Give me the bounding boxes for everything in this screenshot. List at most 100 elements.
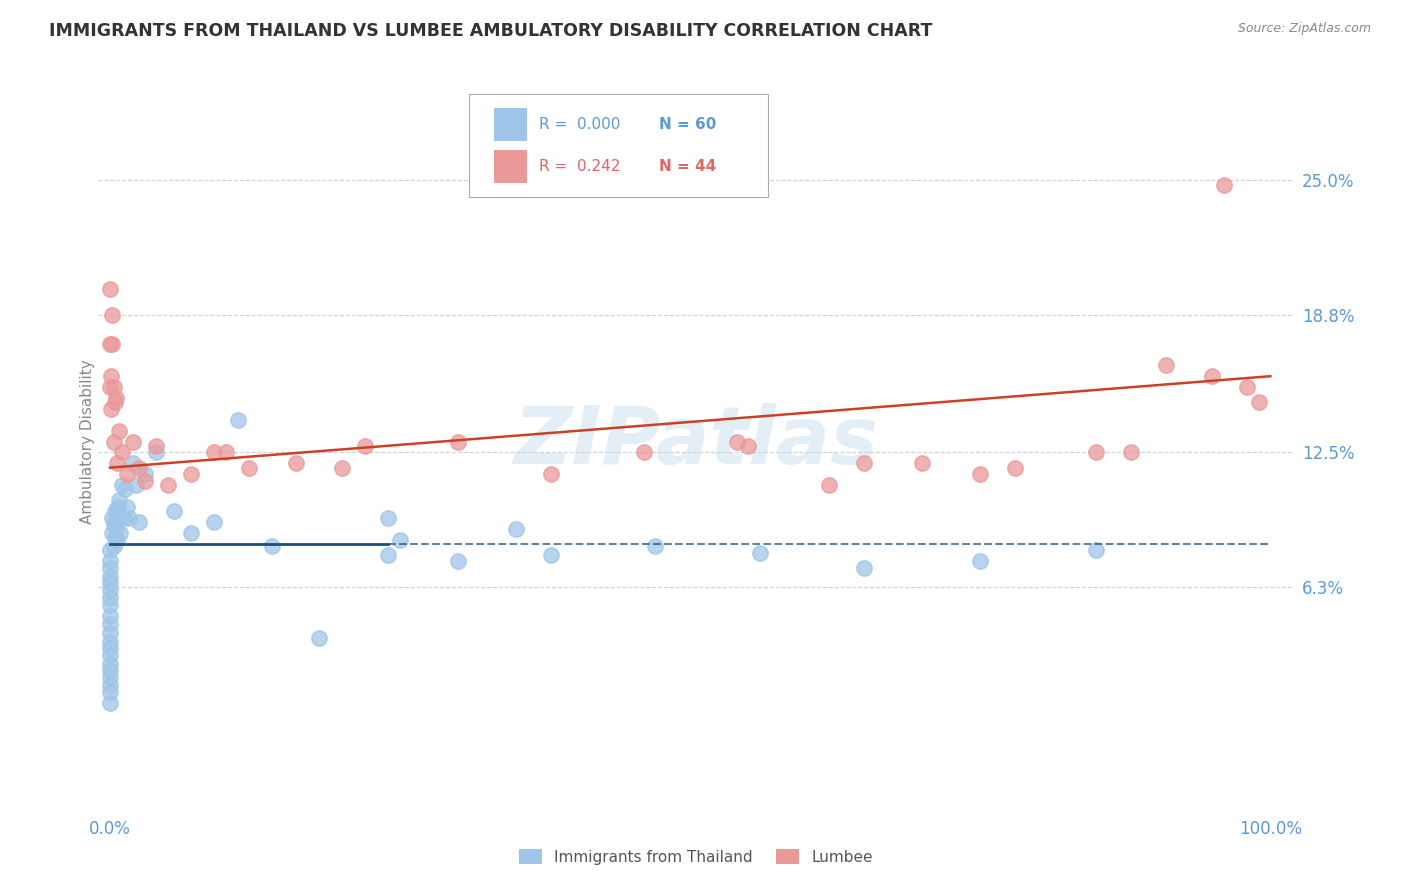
Point — [98, 282, 121, 296]
Point — [108, 493, 131, 508]
Point — [98, 561, 121, 575]
Point — [100, 369, 122, 384]
Point — [105, 502, 128, 516]
Point — [262, 539, 284, 553]
Point — [98, 554, 121, 568]
Point — [1004, 460, 1026, 475]
Point — [540, 467, 562, 482]
Point — [98, 543, 121, 558]
Point — [98, 670, 121, 684]
Point — [308, 631, 330, 645]
FancyBboxPatch shape — [470, 94, 768, 197]
Point — [389, 533, 412, 547]
Point — [112, 510, 135, 524]
Point — [101, 308, 124, 322]
Point — [215, 445, 238, 459]
Point — [105, 456, 128, 470]
Point — [114, 483, 136, 497]
Point — [98, 380, 121, 394]
Text: IMMIGRANTS FROM THAILAND VS LUMBEE AMBULATORY DISABILITY CORRELATION CHART: IMMIGRANTS FROM THAILAND VS LUMBEE AMBUL… — [49, 22, 932, 40]
Point — [540, 548, 562, 562]
Point — [163, 504, 186, 518]
Point — [103, 517, 125, 532]
Point — [157, 478, 180, 492]
Point — [103, 434, 125, 449]
Point — [103, 539, 125, 553]
Text: Source: ZipAtlas.com: Source: ZipAtlas.com — [1237, 22, 1371, 36]
Text: N = 60: N = 60 — [659, 117, 716, 132]
Point — [122, 434, 145, 449]
Point — [134, 467, 156, 482]
Point — [145, 439, 167, 453]
Y-axis label: Ambulatory Disability: Ambulatory Disability — [80, 359, 94, 524]
Point — [1119, 445, 1142, 459]
Point — [98, 696, 121, 710]
Point — [1201, 369, 1223, 384]
Point — [103, 380, 125, 394]
Point — [110, 526, 132, 541]
Point — [911, 456, 934, 470]
Point — [134, 474, 156, 488]
Text: ZIPatlas: ZIPatlas — [513, 402, 879, 481]
Point — [969, 554, 991, 568]
Point — [128, 515, 150, 529]
Point — [204, 445, 226, 459]
Point — [98, 608, 121, 623]
Point — [1085, 445, 1108, 459]
Point — [111, 478, 134, 492]
Point — [111, 445, 134, 459]
Point — [122, 456, 145, 470]
Point — [128, 460, 150, 475]
Point — [354, 439, 377, 453]
Point — [98, 617, 121, 632]
Point — [505, 522, 527, 536]
Point — [100, 401, 122, 416]
Point — [104, 515, 127, 529]
Point — [98, 663, 121, 677]
Point — [124, 478, 146, 492]
Point — [117, 510, 139, 524]
Text: R =  0.242: R = 0.242 — [540, 159, 621, 174]
Point — [377, 548, 399, 562]
Point — [98, 576, 121, 591]
Bar — [494, 150, 527, 183]
Point — [98, 685, 121, 699]
Point — [145, 445, 167, 459]
Point — [117, 467, 139, 482]
Point — [969, 467, 991, 482]
Point — [98, 657, 121, 671]
Point — [284, 456, 307, 470]
Point — [447, 554, 470, 568]
Point — [108, 424, 131, 438]
Point — [633, 445, 655, 459]
Point — [117, 500, 139, 514]
Point — [748, 545, 770, 560]
Bar — [494, 108, 527, 141]
Point — [238, 460, 260, 475]
Point — [104, 395, 127, 409]
Point — [853, 456, 876, 470]
Point — [98, 598, 121, 612]
Point — [1085, 543, 1108, 558]
Point — [98, 336, 121, 351]
Point — [98, 569, 121, 583]
Point — [180, 526, 202, 541]
Point — [853, 561, 876, 575]
Point — [104, 530, 127, 544]
Point — [725, 434, 748, 449]
Point — [180, 467, 202, 482]
Point — [104, 391, 127, 405]
Point — [447, 434, 470, 449]
Point — [377, 510, 399, 524]
Point — [98, 591, 121, 606]
Point — [98, 626, 121, 640]
Point — [104, 504, 127, 518]
Point — [226, 413, 249, 427]
Point — [101, 510, 124, 524]
Point — [204, 515, 226, 529]
Point — [1154, 359, 1177, 373]
Text: R =  0.000: R = 0.000 — [540, 117, 621, 132]
Point — [1236, 380, 1258, 394]
Point — [818, 478, 841, 492]
Point — [98, 582, 121, 597]
